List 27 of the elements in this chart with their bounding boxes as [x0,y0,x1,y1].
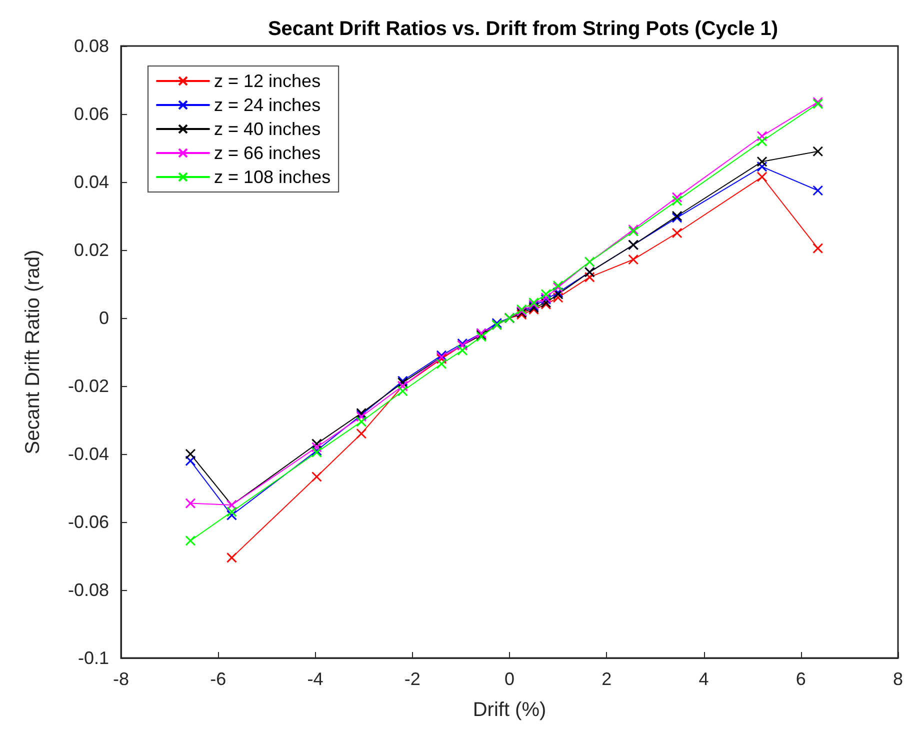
legend-label: z = 12 inches [214,71,321,91]
y-tick-label: 0.02 [74,240,109,260]
legend-label: z = 66 inches [214,143,321,163]
y-tick-label: -0.08 [68,580,109,600]
x-tick-label: -6 [210,669,226,689]
y-tick-label: -0.1 [78,648,109,668]
y-tick-label: -0.02 [68,376,109,396]
x-tick-label: -8 [112,669,130,689]
x-tick-label: 4 [698,669,709,689]
y-tick-label: 0 [98,308,109,328]
y-axis-title: Secant Drift Ratio (rad) [22,250,44,454]
y-tick-label: 0.04 [74,172,109,192]
y-tick-label: 0.06 [74,104,109,124]
legend-label: z = 40 inches [214,119,321,139]
y-tick-label: -0.04 [68,444,109,464]
x-tick-label: 2 [602,669,612,689]
x-axis-title: Drift (%) [472,699,546,721]
x-tick-label: -2 [404,669,420,689]
x-tick-label: -4 [307,669,324,689]
x-tick-label: 8 [892,669,904,689]
y-tick-label: -0.06 [68,512,109,532]
y-tick-label: 0.08 [74,36,109,56]
x-tick-label: 6 [796,669,806,689]
chart-title: Secant Drift Ratios vs. Drift from String Pots (Cycle 1) [268,18,778,40]
x-tick-label: 0 [504,669,515,689]
legend-label: z = 108 inches [214,167,331,187]
legend-label: z = 24 inches [214,95,321,115]
